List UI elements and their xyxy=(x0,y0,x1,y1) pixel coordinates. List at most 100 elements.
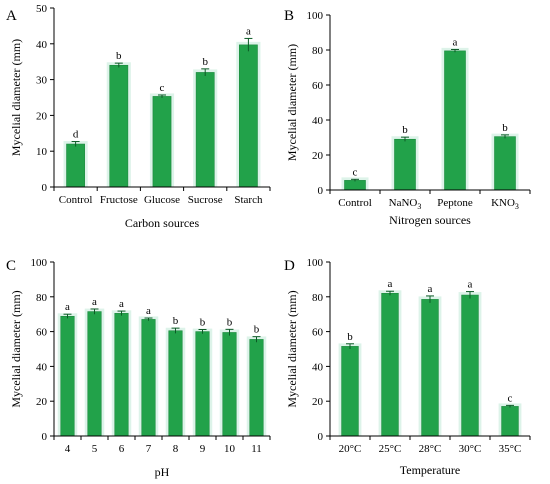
x-axis-label: Carbon sources xyxy=(125,216,200,230)
panel-a: Ad Control b Fructose c Glucose b Sucrose a Starc… xyxy=(6,3,271,230)
bar xyxy=(394,138,416,191)
significance-letter: c xyxy=(353,166,358,178)
x-tick-label: Sucrose xyxy=(188,194,223,206)
significance-letter: a xyxy=(146,305,151,317)
x-tick-label: 4 xyxy=(65,443,71,455)
y-tick-label: 10 xyxy=(36,146,48,158)
bar xyxy=(87,311,102,437)
y-tick-label: 100 xyxy=(307,10,324,22)
y-tick-label: 0 xyxy=(42,431,48,443)
bar xyxy=(461,294,479,437)
significance-letter: b xyxy=(173,315,179,327)
x-tick-label: 25°C xyxy=(379,443,402,455)
x-tick-label: 7 xyxy=(146,443,152,455)
significance-letter: b xyxy=(502,122,508,134)
y-tick-label: 30 xyxy=(36,75,48,87)
x-tick-label: Fructose xyxy=(100,194,138,206)
panel-letter: C xyxy=(6,258,16,274)
x-tick-label: 9 xyxy=(200,443,206,455)
y-tick-label: 60 xyxy=(36,327,48,339)
bar xyxy=(66,143,85,188)
x-axis-label: pH xyxy=(155,465,170,479)
significance-letter: b xyxy=(254,324,260,336)
y-tick-label: 40 xyxy=(36,39,48,51)
bar xyxy=(239,44,258,188)
x-axis-label: Temperature xyxy=(400,463,460,477)
y-axis-label: Mycelial diameter (mm) xyxy=(9,39,23,156)
bar xyxy=(168,330,183,437)
significance-letter: a xyxy=(246,25,251,37)
bar xyxy=(195,331,210,437)
bar xyxy=(249,339,264,437)
x-tick-label: Starch xyxy=(234,194,263,206)
significance-letter: d xyxy=(73,129,79,141)
x-tick-label: Glucose xyxy=(144,194,180,206)
y-axis-label: Mycelial diameter (mm) xyxy=(9,290,23,407)
x-tick-label: Control xyxy=(338,197,372,209)
x-tick-label: Control xyxy=(59,194,93,206)
panel-letter: A xyxy=(6,8,17,24)
y-tick-label: 20 xyxy=(312,150,324,162)
y-tick-label: 100 xyxy=(31,257,48,269)
y-tick-label: 40 xyxy=(312,361,324,373)
x-tick-label: 35°C xyxy=(499,443,522,455)
bar xyxy=(195,72,215,188)
significance-letter: b xyxy=(227,316,233,328)
significance-letter: b xyxy=(200,317,206,329)
x-tick-label: 5 xyxy=(92,443,98,455)
y-tick-label: 40 xyxy=(36,361,48,373)
significance-letter: a xyxy=(468,279,473,291)
significance-letter: c xyxy=(508,392,513,404)
bar xyxy=(494,136,516,191)
x-tick-label: 10 xyxy=(224,443,236,455)
bar xyxy=(152,96,172,188)
significance-letter: a xyxy=(92,296,97,308)
significance-letter: b xyxy=(116,50,122,62)
panel-b: Bc Control b NaNO3 a Peptone b KNO3 0 20 40 60 80 100… xyxy=(284,8,531,227)
x-tick-label: Peptone xyxy=(437,197,473,209)
x-axis-label: Nitrogen sources xyxy=(389,213,471,227)
significance-letter: c xyxy=(160,82,165,94)
bar xyxy=(114,313,129,437)
x-tick-label: 8 xyxy=(173,443,179,455)
y-tick-label: 80 xyxy=(312,45,324,57)
y-tick-label: 80 xyxy=(36,292,48,304)
y-tick-label: 20 xyxy=(36,110,48,122)
y-tick-label: 60 xyxy=(312,327,324,339)
y-tick-label: 40 xyxy=(312,115,324,127)
bar xyxy=(141,319,156,437)
x-tick-label: 28°C xyxy=(419,443,442,455)
panel-letter: D xyxy=(284,258,295,274)
x-tick-label: NaNO3 xyxy=(389,197,422,211)
x-tick-label: 30°C xyxy=(459,443,482,455)
x-tick-label: 11 xyxy=(251,443,262,455)
panel-d: Db 20°C a 25°C a 28°C a 30°C c 35°C 0 20 40 60 80 100 Te… xyxy=(284,257,531,477)
bar xyxy=(341,346,359,437)
y-tick-label: 20 xyxy=(36,396,48,408)
y-tick-label: 60 xyxy=(312,80,324,92)
bar xyxy=(381,293,399,437)
significance-letter: a xyxy=(119,298,124,310)
bar xyxy=(222,332,237,437)
bar xyxy=(109,64,129,188)
y-tick-label: 50 xyxy=(36,3,48,15)
significance-letter: a xyxy=(65,301,70,313)
x-tick-label: 20°C xyxy=(339,443,362,455)
bar xyxy=(501,406,519,437)
significance-letter: b xyxy=(202,56,208,68)
significance-letter: a xyxy=(428,283,433,295)
y-axis-label: Mycelial diameter (mm) xyxy=(285,44,299,161)
panel-letter: B xyxy=(284,8,294,24)
bar xyxy=(444,50,466,191)
y-tick-label: 0 xyxy=(318,185,324,197)
bar xyxy=(60,315,75,437)
y-axis-label: Mycelial diameter (mm) xyxy=(285,290,299,407)
bar xyxy=(421,299,439,437)
significance-letter: a xyxy=(453,36,458,48)
x-tick-label: KNO3 xyxy=(491,197,519,211)
panel-c: Ca 4 a 5 a 6 a 7 b 8 b 9 b 10 b 11 0 20 40 60 80 100 pH Mycelia… xyxy=(6,257,271,479)
y-tick-label: 0 xyxy=(42,182,48,194)
y-tick-label: 100 xyxy=(307,257,324,269)
y-tick-label: 20 xyxy=(312,396,324,408)
